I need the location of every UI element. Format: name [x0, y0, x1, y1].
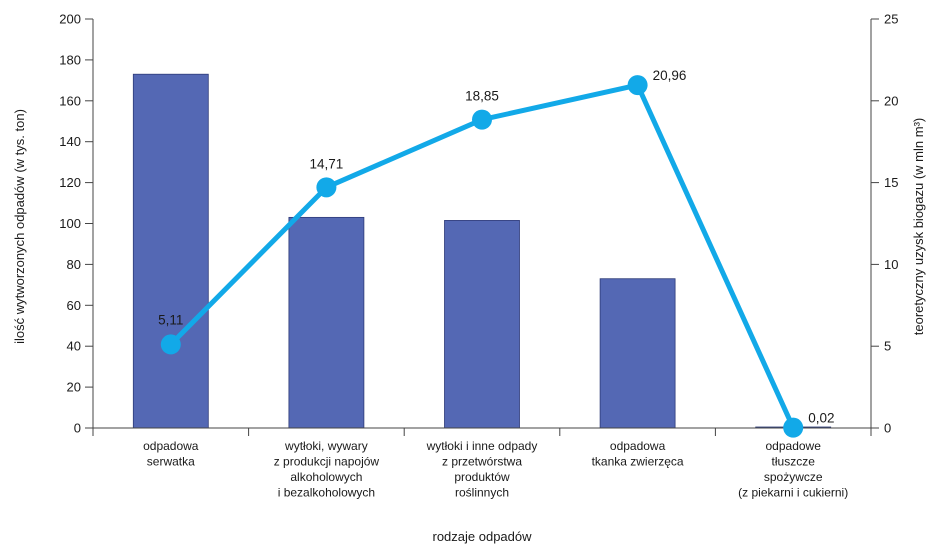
bar-1: [288, 216, 365, 429]
y2-tick-label: 5: [884, 339, 891, 354]
labels: 0 20 40 60 80 100 120 140 160 180 200 0 5 10 15 20 25 odp…: [12, 12, 926, 545]
bar-3: [599, 278, 676, 429]
y2-tick-label: 15: [884, 175, 898, 190]
data-label-3: 20,96: [653, 68, 687, 83]
x-tick-label: odpadowa serwatka: [143, 439, 199, 469]
line-point-1: [316, 177, 337, 198]
line-point-0: [160, 334, 181, 355]
y2-tick-label: 25: [884, 12, 898, 27]
y-tick-label: 140: [59, 134, 81, 149]
y-tick-label: 160: [59, 93, 81, 108]
data-label-2: 18,85: [465, 89, 499, 104]
data-label-1: 14,71: [310, 156, 344, 171]
bar-series: [132, 73, 832, 429]
y-tick-label: 180: [59, 52, 81, 67]
bar-2: [444, 220, 520, 429]
y2-tick-label: 0: [884, 421, 891, 436]
y2-axis-title: teoretyczny uzysk biogazu (w mln m³): [911, 118, 926, 335]
y-tick-label: 0: [74, 421, 81, 436]
line-series: [160, 75, 804, 438]
y-tick-label: 120: [59, 175, 81, 190]
x-tick-label: wytłoki, wywary z produkcji napojów alkoho…: [274, 439, 380, 500]
data-label-0: 5,11: [158, 312, 183, 327]
axes: [85, 18, 879, 436]
x-axis-title: rodzaje odpadów: [432, 529, 532, 544]
y-tick-label: 40: [67, 339, 81, 354]
line-point-3: [627, 75, 648, 96]
y-tick-label: 60: [67, 298, 81, 313]
y2-tick-label: 20: [884, 93, 898, 108]
y-tick-label: 100: [59, 216, 81, 231]
y-tick-label: 200: [59, 12, 81, 27]
x-tick-label: odpadowa tkanka zwierzęca: [592, 439, 684, 469]
data-label-4: 0,02: [808, 411, 834, 426]
x-tick-label: odpadowe tłuszcze spożywcze (z piekarni i c…: [738, 439, 848, 500]
line-point-2: [472, 109, 492, 130]
y2-tick-label: 10: [884, 257, 898, 272]
bar-0: [132, 73, 209, 429]
x-tick-label: wytłoki i inne odpady z przetwórstwa produ…: [426, 439, 538, 500]
y-tick-label: 80: [67, 257, 81, 272]
line-point-4: [783, 417, 804, 438]
y-tick-label: 20: [67, 380, 81, 395]
y-axis-title: ilość wytworzonych odpadów (w tys. ton): [12, 109, 27, 344]
